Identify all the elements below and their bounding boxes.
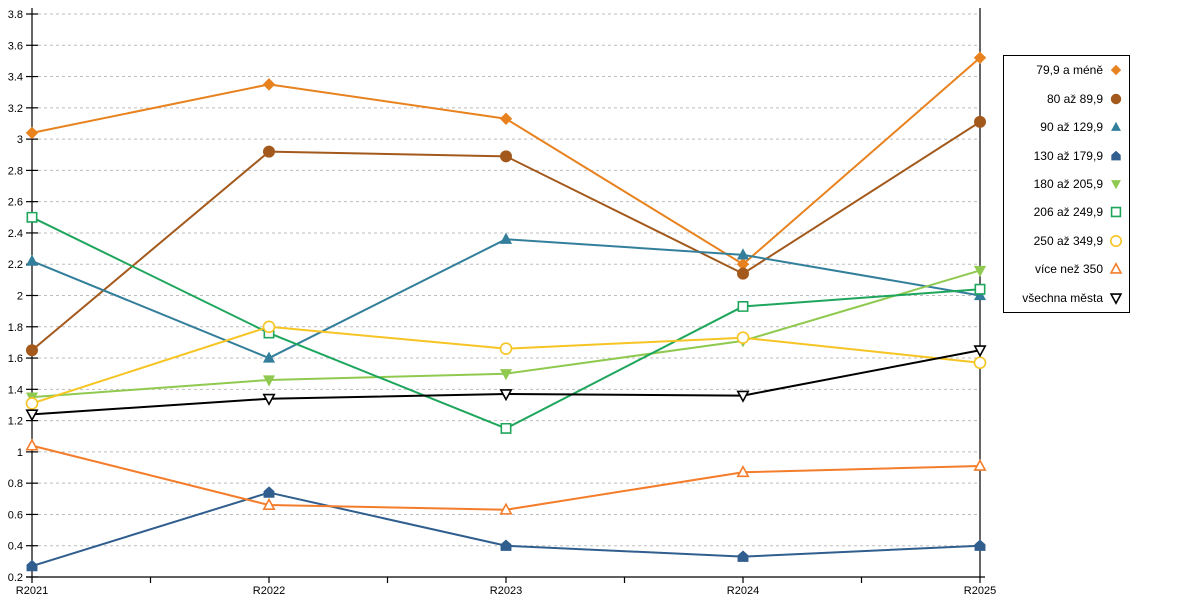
data-point-marker [973,115,987,128]
triangle-up-marker-icon [1109,262,1123,274]
x-category-label: R2024 [727,585,759,597]
x-category-label: R2021 [16,585,48,597]
y-tick-label: 1.4 [8,384,23,396]
series-line [31,444,981,511]
data-point-marker [25,254,39,266]
data-point-marker [736,390,750,403]
data-point-marker [262,320,276,333]
data-point-marker [499,112,513,125]
y-tick-label: 2 [17,291,23,303]
data-point-marker [499,342,513,355]
data-point-marker [499,502,513,515]
legend-item-label: 206 až 249,9 [1033,205,1103,220]
data-point-marker [973,288,987,301]
x-category-label: R2025 [964,585,996,597]
data-point-marker [736,331,750,344]
chart-legend: 79,9 a méně 80 až 89,9 90 až 129,9 130 až 1… [1003,55,1130,313]
legend-item: všechna města [1004,290,1129,306]
y-tick-label: 3.6 [8,40,23,52]
y-tick-label: 1.8 [8,322,23,334]
pentagon-marker-icon [1111,150,1121,160]
data-point-marker [262,375,276,387]
y-tick-label: 1 [17,447,23,459]
data-point-marker [499,389,513,402]
y-tick-label: 2.2 [8,259,23,271]
data-point-marker [26,559,38,572]
legend-item: 80 až 89,9 [1004,91,1129,107]
legend-item: 130 až 179,9 [1004,148,1129,164]
diamond-marker-icon [1110,65,1122,76]
data-point-marker [973,458,987,471]
y-tick-label: 2.4 [8,228,23,240]
data-point-marker [500,539,512,551]
x-category-label: R2023 [490,585,522,597]
legend-item: 79,9 a méně [1004,62,1129,78]
data-point-marker [736,267,750,280]
data-point-marker [973,345,987,358]
triangle-down-marker-icon [1109,293,1123,305]
data-point-marker [262,393,276,406]
triangle-up-marker-icon [1111,121,1121,131]
data-point-marker [25,126,39,140]
data-point-marker [26,211,38,223]
legend-item: 250 až 349,9 [1004,233,1129,249]
legend-item-label: všechna města [1022,290,1103,305]
series-line [31,349,981,416]
y-tick-label: 1.6 [8,353,23,365]
data-point-marker [974,283,986,295]
legend-item-label: 90 až 129,9 [1040,120,1103,135]
y-tick-label: 3 [17,134,23,146]
data-point-marker [25,344,39,357]
data-point-marker [737,300,749,312]
y-tick-label: 2.8 [8,165,23,177]
data-point-marker [499,369,513,381]
legend-item: 206 až 249,9 [1004,204,1129,220]
legend-item-label: 80 až 89,9 [1046,91,1103,106]
data-point-marker [25,397,39,410]
data-point-marker [499,232,513,244]
data-point-marker [25,438,39,451]
data-point-marker [262,351,276,363]
y-tick-label: 3.8 [8,9,23,21]
y-tick-label: 2.6 [8,197,23,209]
data-point-marker [262,497,276,510]
y-tick-label: 0.4 [8,541,23,553]
x-category-label: R2022 [253,585,285,597]
data-point-marker [736,465,750,478]
legend-item-label: 250 až 349,9 [1033,233,1103,248]
y-tick-label: 0.8 [8,478,23,490]
y-tick-label: 3.4 [8,72,23,84]
y-tick-label: 1.2 [8,416,23,428]
data-point-marker [973,51,987,64]
circle-marker-icon [1109,234,1123,247]
legend-item: více než 350 [1004,261,1129,277]
data-point-marker [737,550,749,562]
triangle-down-marker-icon [1111,180,1121,190]
data-point-marker [262,78,276,91]
y-tick-label: 3.2 [8,103,23,115]
data-point-marker [736,248,750,260]
data-point-marker [500,422,512,434]
legend-item: 90 až 129,9 [1004,119,1129,135]
data-point-marker [263,486,275,498]
circle-marker-icon [1110,93,1122,104]
data-point-marker [262,145,276,158]
data-point-marker [973,356,987,369]
legend-item: 180 až 205,9 [1004,176,1129,192]
data-point-marker [974,539,986,551]
data-point-marker [973,265,987,278]
legend-item-label: 130 až 179,9 [1033,148,1103,163]
data-point-marker [499,150,513,163]
y-tick-label: 0.6 [8,509,23,521]
square-marker-icon [1110,207,1122,218]
legend-item-label: 180 až 205,9 [1033,176,1103,191]
y-tick-label: 0.2 [8,572,23,584]
legend-item-label: 79,9 a méně [1036,63,1103,78]
legend-item-label: více než 350 [1034,262,1103,277]
data-point-marker [25,409,39,422]
